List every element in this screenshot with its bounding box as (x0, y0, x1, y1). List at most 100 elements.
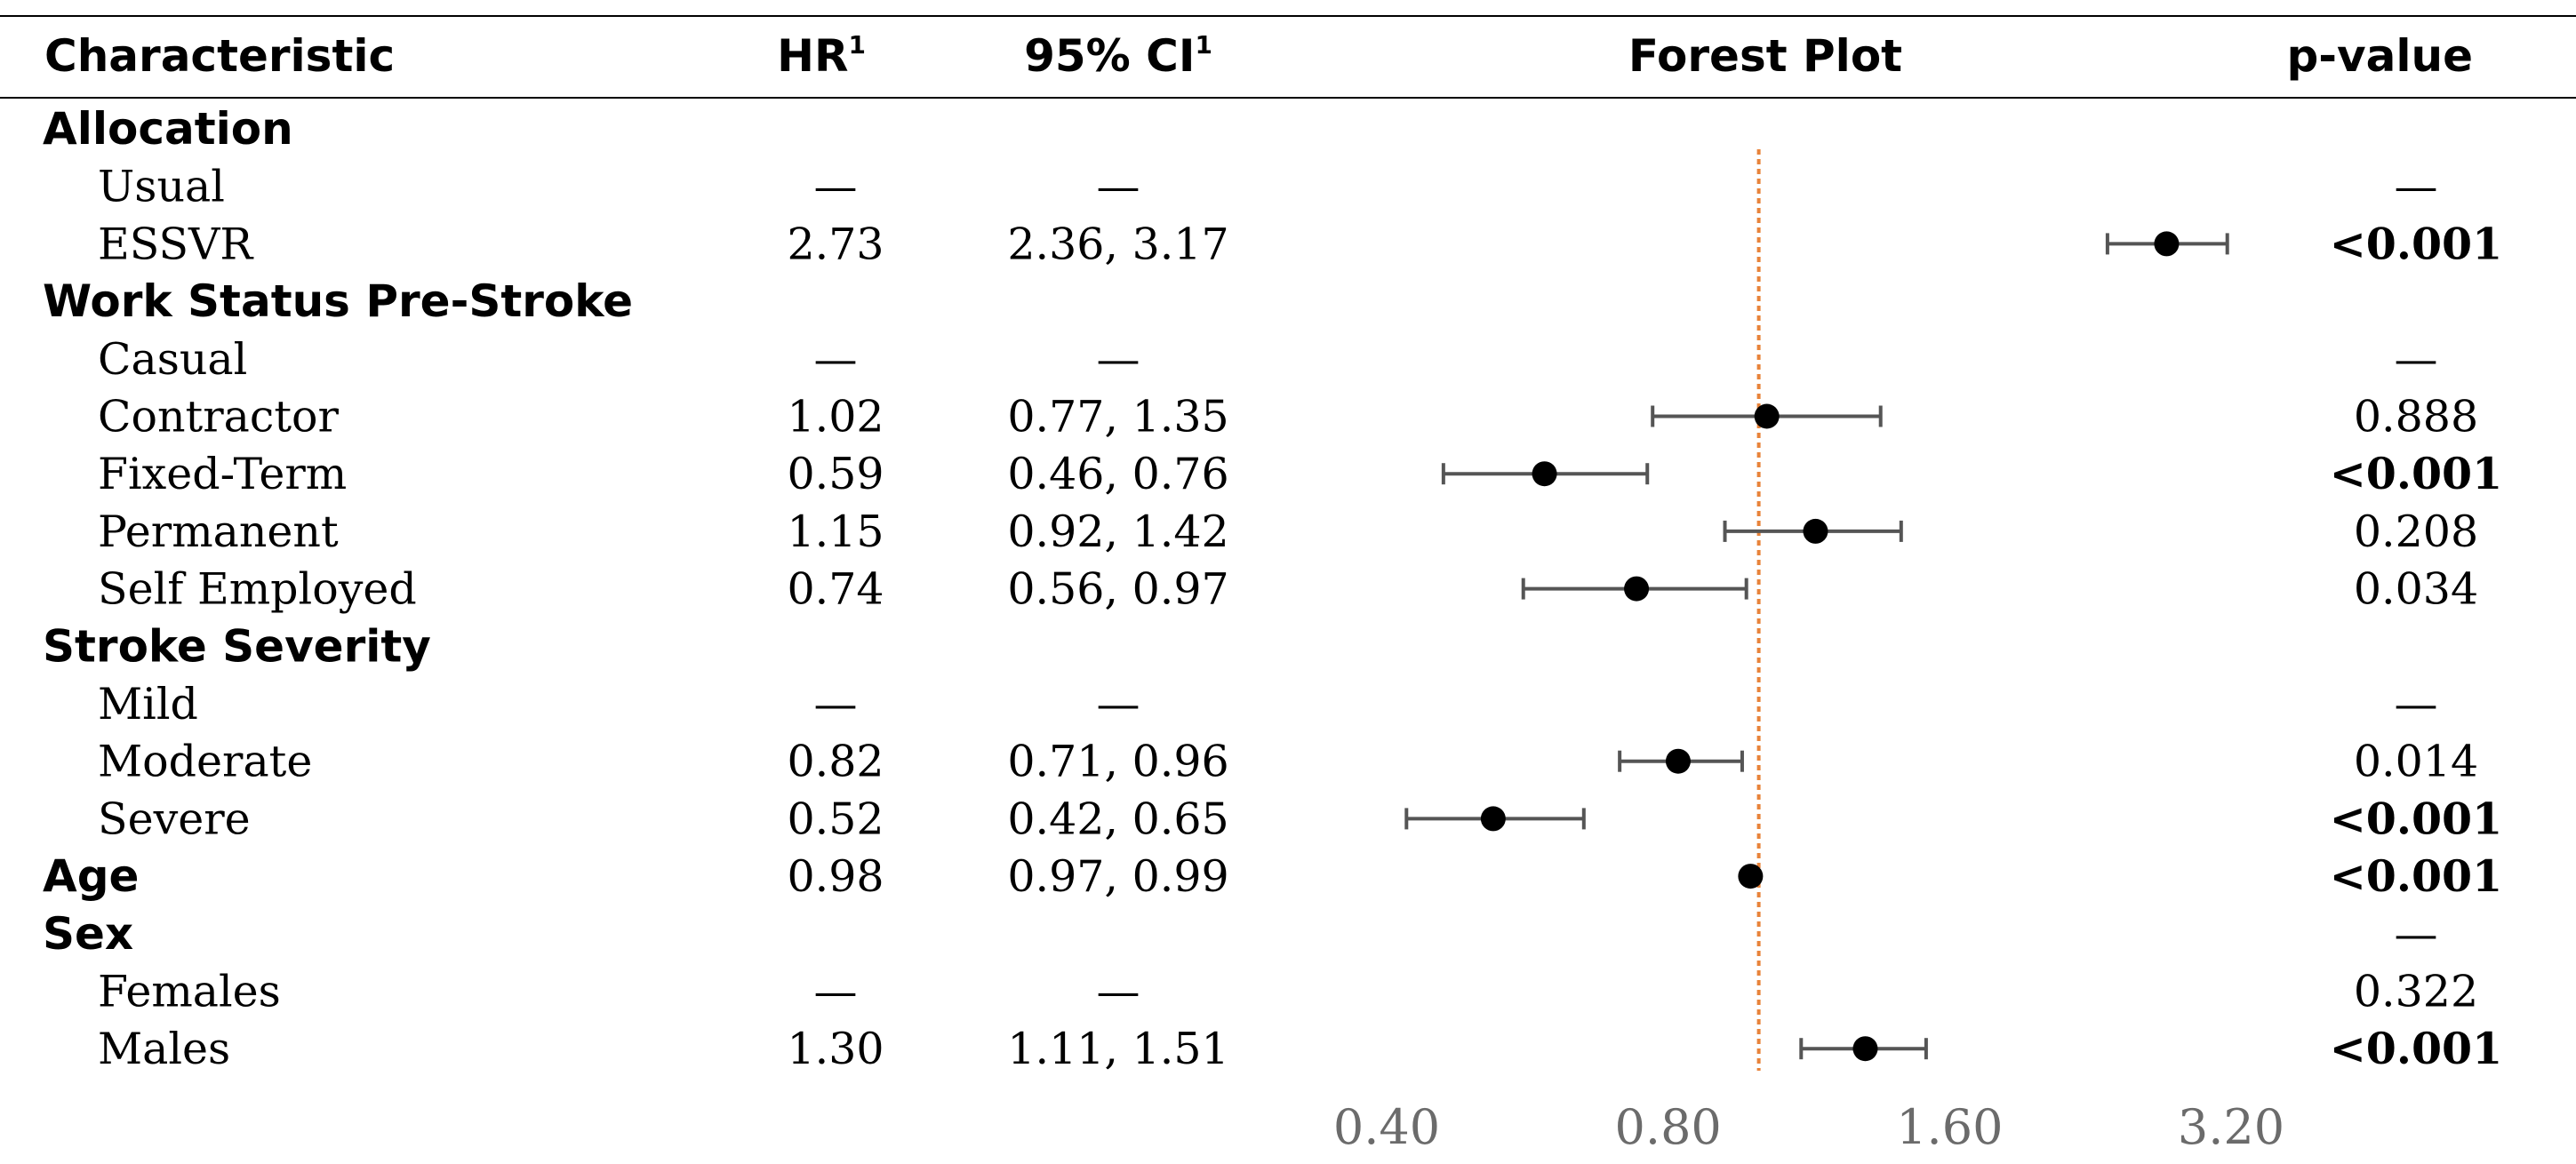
table-row: Stroke Severity (43, 620, 431, 672)
ci-value: 2.36, 3.17 (1007, 219, 1228, 269)
ci-value: — (1097, 967, 1140, 1017)
hr-value: — (814, 334, 858, 385)
table-row: Sex — (43, 908, 2438, 960)
table-row: Permanent 1.15 0.92, 1.42 0.208 (98, 506, 2478, 557)
group-label-sex: Sex (43, 908, 133, 960)
hr-point (1738, 864, 1764, 889)
table-row: Females — — 0.322 (98, 967, 2478, 1017)
row-label-essvr: ESSVR (98, 219, 254, 269)
p-value: <0.001 (2330, 850, 2503, 902)
ci-value: — (1097, 679, 1140, 729)
forest-point-males (1799, 1036, 1928, 1062)
ci-value: 0.56, 0.97 (1007, 564, 1228, 615)
hr-value: — (814, 162, 858, 212)
ci-value: — (1097, 334, 1140, 385)
row-label-fixed-term: Fixed-Term (98, 449, 347, 499)
hr-value: 0.52 (787, 793, 884, 844)
header-ci: 95% CI1 (1024, 30, 1212, 82)
p-value: <0.001 (2330, 448, 2503, 499)
group-label-age: Age (43, 850, 139, 902)
header-hr-label: HR (777, 30, 848, 82)
p-value: 0.208 (2354, 506, 2478, 557)
table-header: Characteristic HR1 95% CI1 Forest Plot p… (44, 30, 2473, 82)
header-p-value: p-value (2286, 30, 2473, 82)
table-row: Work Status Pre-Stroke (43, 275, 633, 327)
table-body: Allocation Usual — — — ESSVR 2.73 2.36, 3.17 <0.… (43, 103, 2502, 1074)
forest-point-contractor (1651, 403, 1883, 429)
forest-point-essvr (2105, 231, 2229, 257)
hr-point (1624, 576, 1650, 602)
row-label-self-employed: Self Employed (98, 564, 417, 615)
hr-value: 2.73 (787, 219, 884, 269)
hr-value: 0.98 (787, 851, 884, 902)
hr-value: — (814, 967, 858, 1017)
p-value: <0.001 (2330, 1023, 2503, 1074)
group-label-stroke-severity: Stroke Severity (43, 620, 431, 672)
hr-value: 1.02 (787, 392, 884, 442)
group-label-work-status-pre-stroke: Work Status Pre-Stroke (43, 275, 633, 327)
p-value: — (2395, 334, 2438, 385)
ci-value: 0.71, 0.96 (1007, 737, 1228, 787)
p-value: 0.034 (2354, 564, 2478, 615)
p-value: 0.322 (2354, 967, 2478, 1017)
table-row: ESSVR 2.73 2.36, 3.17 <0.001 (98, 218, 2502, 269)
row-label-permanent: Permanent (98, 506, 339, 557)
hr-value: — (814, 679, 858, 729)
x-tick-label: 3.20 (2178, 1099, 2284, 1155)
table-row: Males 1.30 1.11, 1.51 <0.001 (98, 1023, 2502, 1074)
forest-point-moderate (1618, 748, 1744, 774)
table-row: Casual — — — (98, 334, 2438, 385)
header-ci-footnote: 1 (1195, 30, 1212, 60)
p-value: 0.888 (2354, 392, 2478, 442)
hr-value: 0.74 (787, 564, 884, 615)
x-tick-label: 0.80 (1615, 1099, 1722, 1155)
group-label-allocation: Allocation (43, 103, 293, 155)
hr-point (1532, 461, 1557, 487)
p-value: — (2395, 162, 2438, 212)
ci-value: 0.97, 0.99 (1007, 851, 1228, 902)
p-value: 0.014 (2354, 737, 2478, 787)
forest-point-severe (1404, 806, 1586, 832)
forest-plot-area (1404, 149, 2229, 1071)
table-row: Mild — — — (98, 679, 2438, 729)
ci-value: 0.77, 1.35 (1007, 392, 1228, 442)
hr-point (1803, 518, 1828, 544)
table-row: Contractor 1.02 0.77, 1.35 0.888 (98, 392, 2478, 442)
forest-point-fixed-term (1441, 461, 1650, 487)
hr-value: 0.82 (787, 737, 884, 787)
p-value: — (2395, 679, 2438, 729)
header-forest-plot: Forest Plot (1628, 30, 1902, 82)
hr-value: 1.30 (787, 1024, 884, 1074)
ci-value: 0.42, 0.65 (1007, 793, 1228, 844)
row-label-males: Males (98, 1024, 230, 1074)
forest-point-self-employed (1521, 576, 1748, 602)
table-row: Severe 0.52 0.42, 0.65 <0.001 (98, 793, 2502, 844)
hr-point (1480, 806, 1506, 832)
ci-value: 0.46, 0.76 (1007, 449, 1228, 499)
row-label-mild: Mild (98, 679, 198, 729)
p-value: <0.001 (2330, 793, 2503, 844)
row-label-females: Females (98, 967, 281, 1017)
ci-value: 1.11, 1.51 (1007, 1024, 1228, 1074)
x-tick-label: 0.40 (1333, 1099, 1440, 1155)
header-hr: HR1 (777, 30, 866, 82)
x-axis: 0.40 0.80 1.60 3.20 (1333, 1099, 2284, 1155)
hr-point (2154, 231, 2180, 257)
hr-point (1754, 403, 1780, 429)
ci-value: 0.92, 1.42 (1007, 506, 1228, 557)
p-value: — (2395, 909, 2438, 960)
hr-value: 0.59 (787, 449, 884, 499)
row-label-usual: Usual (98, 162, 225, 212)
row-label-severe: Severe (98, 793, 251, 844)
header-hr-footnote: 1 (849, 30, 866, 60)
table-row: Fixed-Term 0.59 0.46, 0.76 <0.001 (98, 448, 2502, 499)
row-label-casual: Casual (98, 334, 247, 385)
hr-point (1665, 748, 1691, 774)
table-row: Self Employed 0.74 0.56, 0.97 0.034 (98, 564, 2478, 615)
forest-point-permanent (1723, 518, 1903, 544)
x-tick-label: 1.60 (1896, 1099, 2003, 1155)
header-characteristic: Characteristic (44, 30, 395, 82)
forest-point-age (1738, 864, 1764, 889)
row-label-moderate: Moderate (98, 737, 312, 787)
